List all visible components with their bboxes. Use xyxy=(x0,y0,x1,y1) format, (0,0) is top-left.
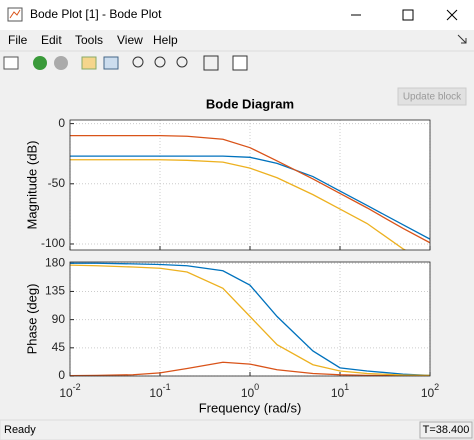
zoom-x-button[interactable] xyxy=(154,56,166,68)
y-tick-label: -50 xyxy=(48,176,66,190)
y-axis-label: Phase (deg) xyxy=(24,284,39,355)
x-tick-exponent: -1 xyxy=(163,382,171,392)
x-tick-label: 10-1 xyxy=(149,382,170,400)
y-tick-label: 180 xyxy=(45,255,65,269)
x-axis-label: Frequency (rad/s) xyxy=(199,400,302,415)
y-tick-label: -100 xyxy=(41,236,65,250)
run-button[interactable] xyxy=(33,56,47,70)
window-title: Bode Plot [1] - Bode Plot xyxy=(30,7,162,21)
y-tick-label: 135 xyxy=(45,284,65,298)
x-tick-label: 100 xyxy=(241,382,259,400)
status-bar xyxy=(0,419,474,440)
x-tick-label: 10-2 xyxy=(59,382,80,400)
menu-bar: File Edit Tools View Help xyxy=(8,33,178,47)
chart-title: Bode Diagram xyxy=(206,96,294,111)
y-tick-label: 45 xyxy=(52,340,66,354)
x-tick-exponent: 2 xyxy=(434,382,439,392)
close-button[interactable] xyxy=(446,9,458,21)
x-tick-base: 10 xyxy=(421,386,435,400)
x-tick-base: 10 xyxy=(241,386,255,400)
y-tick-label: 90 xyxy=(52,312,66,326)
autoscale-button[interactable] xyxy=(203,55,219,71)
menu-item[interactable]: Help xyxy=(153,33,178,47)
menu-item[interactable]: Edit xyxy=(41,33,62,47)
title-bar xyxy=(0,0,474,30)
zoom-in-button[interactable] xyxy=(132,56,144,68)
update-block-label: Update block xyxy=(403,92,462,103)
app-icon xyxy=(7,7,23,22)
app-icon-graph xyxy=(9,9,21,19)
x-tick-base: 10 xyxy=(59,386,73,400)
axes-frame xyxy=(69,119,431,251)
series-line xyxy=(70,361,430,376)
dock-button[interactable] xyxy=(457,34,467,44)
params-button[interactable] xyxy=(103,56,119,70)
series-line xyxy=(70,262,430,376)
menu-item[interactable]: View xyxy=(117,33,143,47)
y-tick-label: 0 xyxy=(58,368,65,382)
update-block-button[interactable] xyxy=(397,87,467,106)
status-left: Ready xyxy=(4,424,36,436)
zoom-y-button[interactable] xyxy=(176,56,188,68)
series-line xyxy=(70,159,407,250)
x-tick-label: 102 xyxy=(421,382,439,400)
menu-item[interactable]: Tools xyxy=(75,33,103,47)
menu-item[interactable]: File xyxy=(8,33,28,47)
x-tick-exponent: -2 xyxy=(73,382,81,392)
series-line xyxy=(70,264,430,376)
axes-frame xyxy=(69,261,431,377)
plots: 0 -50 -100 Bode Diagram Magnitude (dB) 0 45 90 1… xyxy=(24,96,439,415)
signals-button[interactable] xyxy=(81,56,97,70)
x-tick-label: 101 xyxy=(331,382,349,400)
print-button[interactable] xyxy=(3,56,19,70)
x-tick-base: 10 xyxy=(331,386,345,400)
legend-button[interactable] xyxy=(232,55,248,71)
series-line xyxy=(70,135,430,244)
series-line xyxy=(70,155,430,240)
status-time-box xyxy=(419,421,473,439)
status-time: T=38.400 xyxy=(423,424,470,436)
toolbar xyxy=(3,55,248,71)
x-tick-base: 10 xyxy=(149,386,163,400)
y-axis-label: Magnitude (dB) xyxy=(24,141,39,230)
x-tick-exponent: 0 xyxy=(254,382,259,392)
x-tick-exponent: 1 xyxy=(344,382,349,392)
maximize-button[interactable] xyxy=(402,9,414,21)
stop-button[interactable] xyxy=(54,56,68,70)
y-tick-label: 0 xyxy=(58,116,65,130)
